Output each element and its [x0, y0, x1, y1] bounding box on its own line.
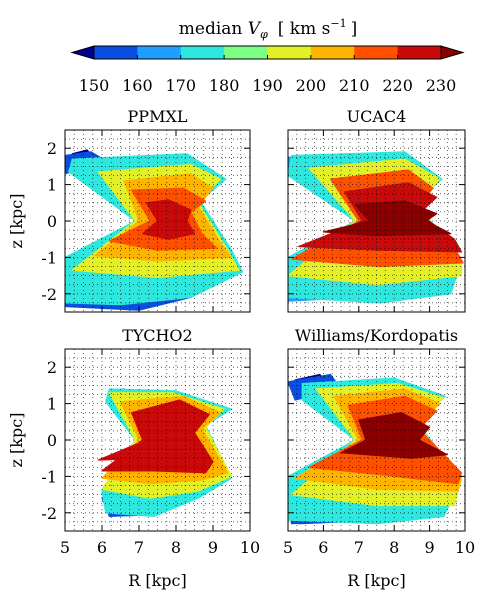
panel-title: Williams/Kordopatis: [295, 326, 458, 345]
colorbar-segment: [354, 46, 399, 59]
y-tick-label: -2: [41, 504, 57, 523]
colorbar-tick-label: 220: [382, 76, 413, 95]
colorbar: 150 160 170 180 190 200 210 220 230: [70, 45, 465, 95]
x-tick-label: 5: [60, 538, 70, 557]
x-axis-label: R [kpc]: [128, 571, 187, 590]
x-tick-label: 6: [318, 538, 328, 557]
x-tick-label: 8: [171, 538, 181, 557]
plot-area: [65, 130, 250, 312]
y-tick-label: -2: [41, 285, 57, 304]
y-tick-label: 1: [47, 395, 57, 414]
plot-area: [288, 130, 465, 312]
y-tick-label: 2: [47, 139, 57, 158]
panel-title: TYCHO2: [122, 326, 192, 345]
velocity-region: [142, 199, 196, 240]
panel-4: Williams/Kordopatis 5 6 7 8 9 10 R [kpc]: [283, 326, 475, 590]
colorbar-tick-label: 190: [252, 76, 283, 95]
colorbar-tick-label: 160: [122, 76, 153, 95]
colorbar-min-extend: [70, 45, 95, 60]
colorbar-label: median Vφ[ km s−1]: [179, 17, 357, 41]
y-tick-label: 0: [47, 212, 57, 231]
y-tick-label: 2: [47, 358, 57, 377]
x-tick-label: 9: [425, 538, 435, 557]
colorbar-segment: [180, 46, 225, 59]
colorbar-tick-label: 170: [165, 76, 196, 95]
y-axis-label: z [kpc]: [7, 194, 26, 249]
x-tick-label: 10: [240, 538, 260, 557]
colorbar-tick-label: 200: [296, 76, 327, 95]
colorbar-segment: [267, 46, 312, 59]
panel-title: PPMXL: [128, 107, 188, 126]
plot-area: [288, 349, 465, 531]
colorbar-segment: [310, 46, 355, 59]
x-tick-label: 6: [97, 538, 107, 557]
x-tick-label: 9: [208, 538, 218, 557]
y-tick-label: -1: [41, 467, 57, 486]
x-tick-label: 7: [354, 538, 364, 557]
colorbar-segment: [94, 46, 138, 59]
x-tick-label: 5: [283, 538, 293, 557]
y-tick-label: -1: [41, 248, 57, 267]
velocity-region: [322, 200, 452, 237]
x-tick-label: 7: [134, 538, 144, 557]
colorbar-segment: [137, 46, 182, 59]
x-tick-label: 10: [455, 538, 475, 557]
x-tick-label: 8: [389, 538, 399, 557]
colorbar-tick-label: 180: [209, 76, 240, 95]
colorbar-tick-label: 230: [426, 76, 457, 95]
colorbar-max-extend: [440, 45, 465, 60]
panel-1: PPMXL 2 1 0 -1 -2 z [kpc]: [7, 107, 251, 313]
x-axis-label: R [kpc]: [347, 571, 406, 590]
panel-title: UCAC4: [347, 107, 407, 126]
y-tick-label: 1: [47, 176, 57, 195]
colorbar-segment: [397, 46, 442, 59]
y-axis-label: z [kpc]: [7, 413, 26, 468]
panel-2: UCAC4: [287, 107, 466, 313]
plot-area: [65, 349, 250, 531]
colorbar-tick-label: 210: [339, 76, 370, 95]
colorbar-segment: [224, 46, 268, 59]
colorbar-tick-label: 150: [79, 76, 110, 95]
y-tick-label: 0: [47, 431, 57, 450]
velocity-region: [340, 412, 448, 459]
